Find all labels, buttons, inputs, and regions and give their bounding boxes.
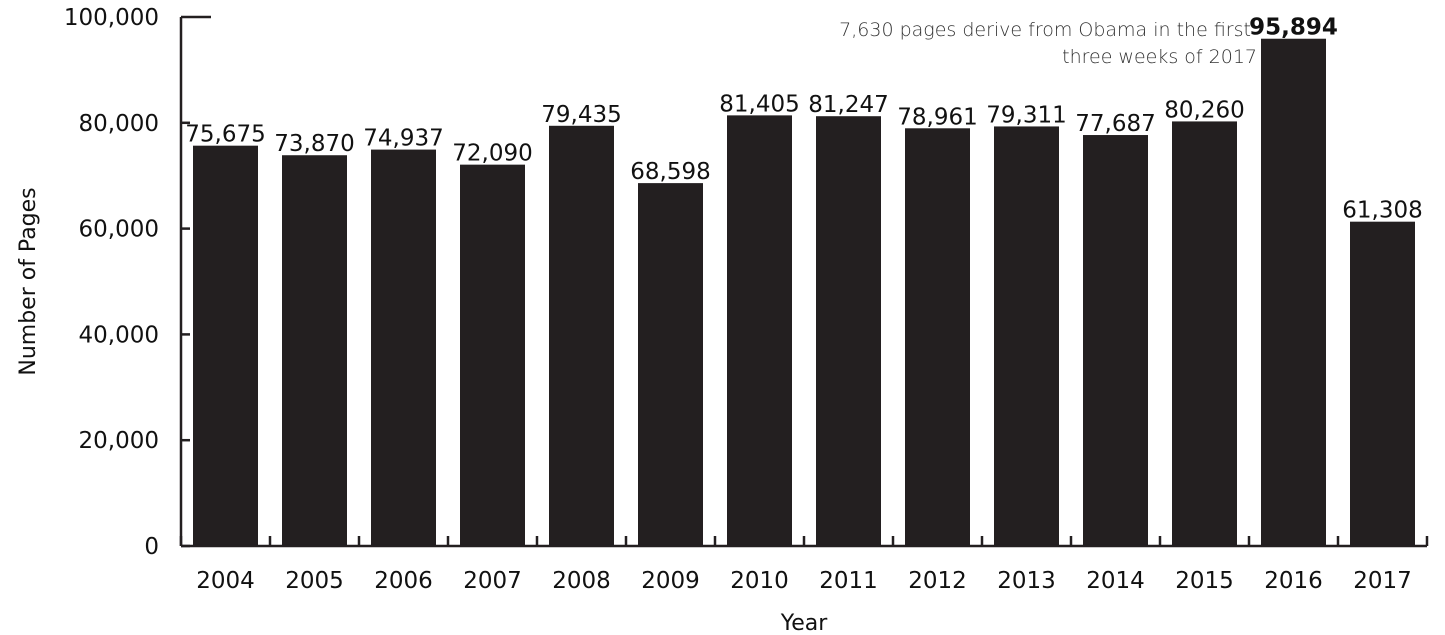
data-label-2008: 79,435 xyxy=(541,102,621,128)
y-tick-label: 100,000 xyxy=(64,5,159,31)
bar-2009 xyxy=(638,183,703,546)
data-labels: 75,675 73,870 74,937 72,090 79,435 68,598 81,4… xyxy=(185,15,1422,224)
x-tick-label-2005: 2005 xyxy=(285,568,344,594)
bar-2007 xyxy=(460,164,525,546)
y-tick-label: 20,000 xyxy=(79,428,159,454)
data-label-2011: 81,247 xyxy=(808,92,888,118)
data-label-2007: 72,090 xyxy=(452,141,532,167)
bar-2015 xyxy=(1172,121,1237,547)
x-tick-label-2004: 2004 xyxy=(196,568,255,594)
x-tick-label-2011: 2011 xyxy=(819,568,878,594)
x-axis-tick-labels: 2004 2005 2006 2007 2008 2009 2010 2011 2012 2013… xyxy=(196,568,1412,594)
x-tick-label-2015: 2015 xyxy=(1175,568,1234,594)
x-tick-label-2014: 2014 xyxy=(1086,568,1145,594)
y-tick-label: 40,000 xyxy=(79,322,159,348)
bars xyxy=(193,38,1415,547)
x-tick-label-2009: 2009 xyxy=(641,568,700,594)
data-label-2013: 79,311 xyxy=(986,102,1066,128)
bar-2014 xyxy=(1083,135,1148,546)
data-label-2012: 78,961 xyxy=(897,104,977,130)
data-label-2017: 61,308 xyxy=(1342,198,1422,224)
y-axis-ticks xyxy=(181,15,211,548)
x-tick-label-2013: 2013 xyxy=(997,568,1056,594)
data-label-2014: 77,687 xyxy=(1075,111,1155,137)
y-tick-label: 0 xyxy=(144,534,159,560)
data-label-2016: 95,894 xyxy=(1249,15,1338,41)
x-tick-label-2010: 2010 xyxy=(730,568,789,594)
x-tick-label-2007: 2007 xyxy=(463,568,522,594)
y-axis-tick-labels: 0 20,000 40,000 60,000 80,000 100,000 xyxy=(64,5,159,560)
bar-2017 xyxy=(1350,221,1415,547)
bar-2011 xyxy=(816,116,881,546)
data-label-2010: 81,405 xyxy=(719,91,799,117)
y-axis-title: Number of Pages xyxy=(16,187,41,375)
data-label-2009: 68,598 xyxy=(630,159,710,185)
bar-2012 xyxy=(905,128,970,546)
x-axis-title: Year xyxy=(780,611,829,635)
data-label-2015: 80,260 xyxy=(1164,97,1244,123)
x-tick-label-2006: 2006 xyxy=(374,568,433,594)
annotation-line-2: three weeks of 2017 xyxy=(1062,46,1257,68)
y-tick-label: 80,000 xyxy=(79,111,159,137)
bar-2006 xyxy=(371,149,436,547)
x-tick-label-2017: 2017 xyxy=(1353,568,1412,594)
annotation-note: 7,630 pages derive from Obama in the fir… xyxy=(839,19,1257,68)
annotation-line-1: 7,630 pages derive from Obama in the fir… xyxy=(839,19,1251,41)
x-tick-label-2008: 2008 xyxy=(552,568,611,594)
bar-2013 xyxy=(994,126,1059,546)
data-label-2005: 73,870 xyxy=(274,131,354,157)
bar-2010 xyxy=(727,115,792,546)
x-axis-ticks xyxy=(179,536,1429,546)
bar-2008 xyxy=(549,125,614,546)
y-tick-label: 60,000 xyxy=(79,217,159,243)
x-tick-label-2012: 2012 xyxy=(908,568,967,594)
x-tick-label-2016: 2016 xyxy=(1264,568,1323,594)
bar-2005 xyxy=(282,155,347,546)
data-label-2006: 74,937 xyxy=(363,126,443,152)
data-label-2004: 75,675 xyxy=(185,122,265,148)
bar-2016 xyxy=(1261,38,1326,547)
bar-2004 xyxy=(193,145,258,546)
